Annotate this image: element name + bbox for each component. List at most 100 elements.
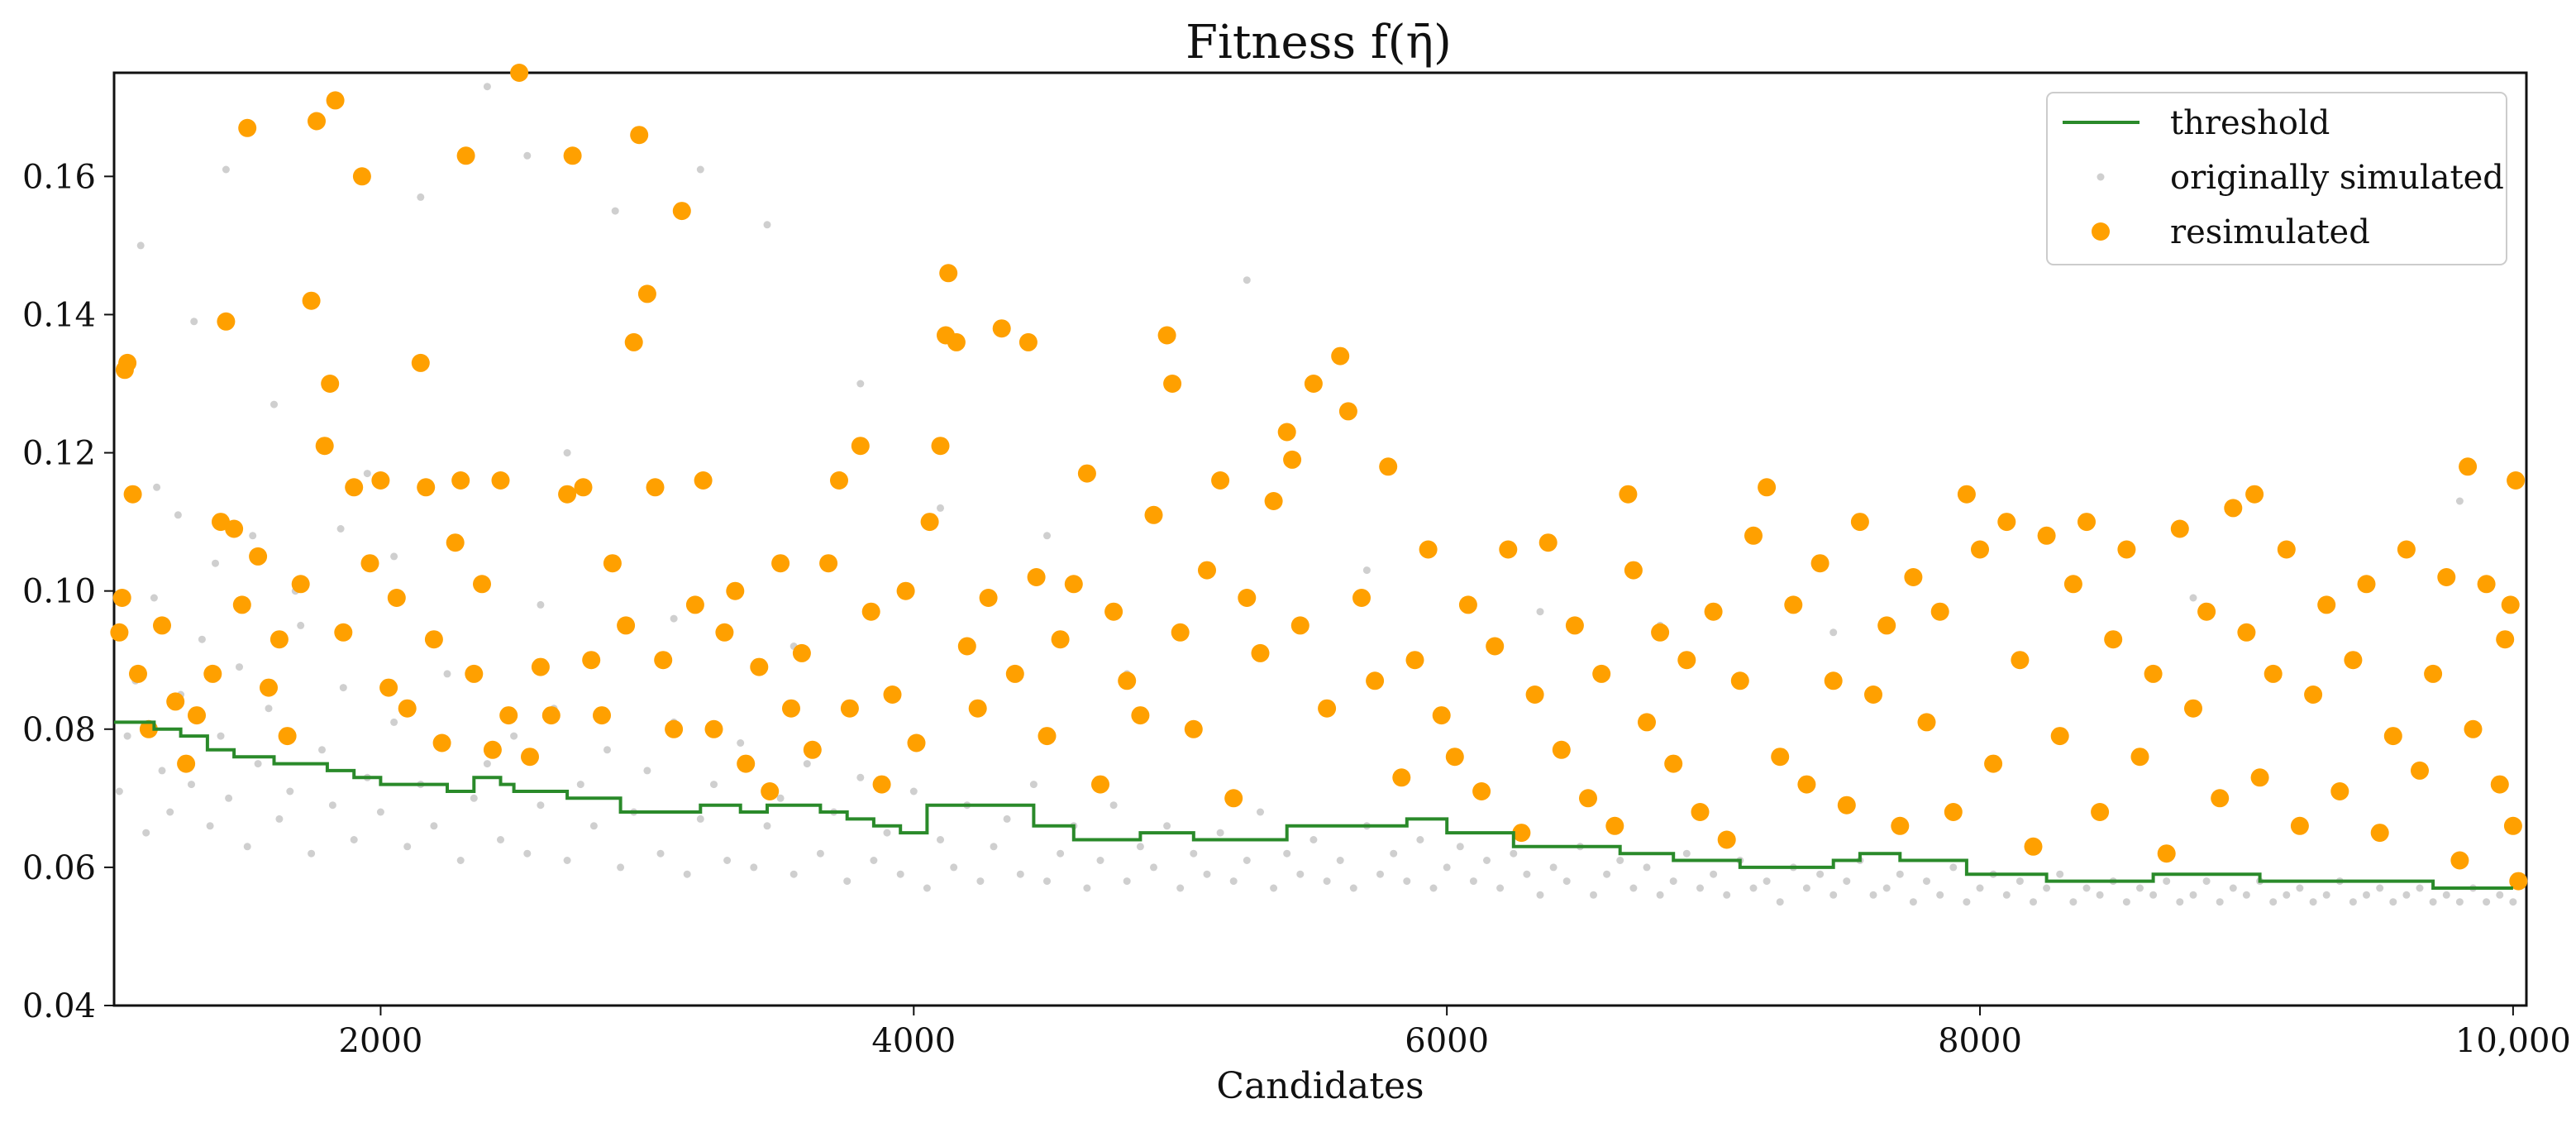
originally-simulated-point	[2096, 891, 2104, 899]
resimulated-point	[617, 616, 636, 635]
resimulated-point	[499, 706, 518, 725]
originally-simulated-point	[696, 815, 704, 823]
legend-threshold-label: threshold	[2170, 104, 2330, 142]
originally-simulated-point	[150, 594, 158, 602]
resimulated-point	[861, 602, 880, 621]
originally-simulated-point	[390, 718, 398, 726]
originally-simulated-point	[2242, 891, 2250, 899]
resimulated-point	[1565, 616, 1584, 635]
originally-simulated-point	[2442, 891, 2450, 899]
originally-simulated-point	[2189, 594, 2197, 602]
resimulated-point	[1077, 464, 1096, 483]
originally-simulated-point	[286, 787, 294, 795]
resimulated-point	[1824, 671, 1843, 690]
originally-simulated-point	[243, 843, 251, 851]
originally-simulated-point	[1829, 628, 1838, 637]
originally-simulated-point	[1456, 843, 1464, 851]
originally-simulated-point	[158, 767, 166, 775]
originally-simulated-point	[2030, 898, 2037, 906]
resimulated-point	[593, 706, 611, 725]
originally-simulated-point	[1283, 849, 1291, 858]
resimulated-point	[2304, 686, 2323, 704]
originally-simulated-point	[1123, 877, 1131, 886]
originally-simulated-point	[937, 836, 944, 843]
originally-simulated-point	[1043, 532, 1051, 540]
resimulated-point	[1525, 686, 1544, 704]
originally-simulated-point	[166, 808, 174, 816]
originally-simulated-point	[403, 843, 412, 851]
originally-simulated-point	[123, 732, 131, 740]
resimulated-point	[1338, 402, 1357, 421]
resimulated-point	[761, 782, 780, 800]
originally-simulated-point	[1963, 898, 1971, 906]
originally-simulated-point	[643, 767, 651, 775]
originally-simulated-point	[483, 760, 491, 768]
resimulated-point	[883, 686, 902, 704]
originally-simulated-point	[603, 746, 611, 754]
resimulated-point	[217, 312, 236, 331]
resimulated-point	[1104, 602, 1123, 621]
plot-frame	[112, 71, 2528, 1007]
resimulated-point	[1379, 457, 1398, 476]
resimulated-point	[326, 91, 345, 110]
legend-resimulated-swatch	[2092, 222, 2110, 241]
resimulated-point	[521, 748, 539, 767]
originally-simulated-point	[188, 781, 195, 789]
originally-simulated-point	[236, 663, 243, 671]
originally-simulated-point	[1003, 815, 1011, 823]
originally-simulated-point	[883, 829, 891, 837]
originally-simulated-point	[1270, 884, 1278, 892]
resimulated-point	[1472, 782, 1491, 800]
originally-simulated-point	[1656, 891, 1664, 899]
resimulated-point	[1704, 602, 1723, 621]
originally-simulated-point	[1309, 836, 1318, 843]
y-tick-label: 0.10	[22, 573, 96, 611]
resimulated-point	[2237, 623, 2256, 642]
resimulated-point	[129, 664, 147, 683]
originally-simulated-point	[2363, 891, 2370, 899]
resimulated-point	[2170, 519, 2189, 538]
y-tick-label: 0.08	[22, 711, 96, 749]
originally-simulated-point	[909, 787, 918, 795]
resimulated-point	[1405, 651, 1424, 670]
resimulated-point	[110, 623, 129, 642]
resimulated-point	[1051, 630, 1070, 649]
originally-simulated-point	[1096, 857, 1104, 864]
originally-simulated-point	[1643, 863, 1651, 872]
originally-simulated-point	[1629, 884, 1638, 892]
originally-simulated-point	[1710, 870, 1718, 878]
threshold-line	[114, 720, 2513, 890]
originally-simulated-point	[617, 863, 625, 872]
originally-simulated-point	[1469, 877, 1477, 886]
resimulated-point	[1744, 526, 1763, 545]
resimulated-point	[1944, 803, 1963, 821]
originally-simulated-point	[1150, 863, 1157, 872]
legend-box	[2046, 92, 2507, 265]
originally-simulated-point	[430, 822, 438, 830]
originally-simulated-point	[563, 857, 571, 864]
originally-simulated-point	[2069, 898, 2077, 906]
originally-simulated-point	[198, 635, 206, 643]
resimulated-point	[2464, 719, 2483, 738]
resimulated-point	[737, 754, 756, 773]
resimulated-point	[979, 589, 998, 607]
originally-simulated-point	[1443, 863, 1451, 872]
resimulated-point	[2424, 664, 2443, 683]
resimulated-point	[1157, 326, 1176, 345]
resimulated-point	[1579, 789, 1597, 808]
resimulated-point	[2245, 485, 2264, 504]
resimulated-point	[153, 616, 171, 635]
resimulated-point	[2437, 568, 2456, 586]
resimulated-point	[177, 754, 196, 773]
resimulated-point	[672, 202, 691, 221]
originally-simulated-point	[254, 760, 262, 768]
legend: threshold originally simulated resimulat…	[2046, 92, 2507, 265]
resimulated-point	[582, 651, 601, 670]
originally-simulated-point	[1536, 891, 1544, 899]
originally-simulated-point	[870, 857, 878, 864]
originally-simulated-point	[1909, 898, 1917, 906]
originally-simulated-point	[776, 794, 785, 802]
resimulated-point	[1184, 719, 1203, 738]
y-axis: 0.04 0.06 0.08 0.10 0.12 0.14 0.16	[22, 158, 114, 1025]
originally-simulated-point	[2429, 898, 2437, 906]
